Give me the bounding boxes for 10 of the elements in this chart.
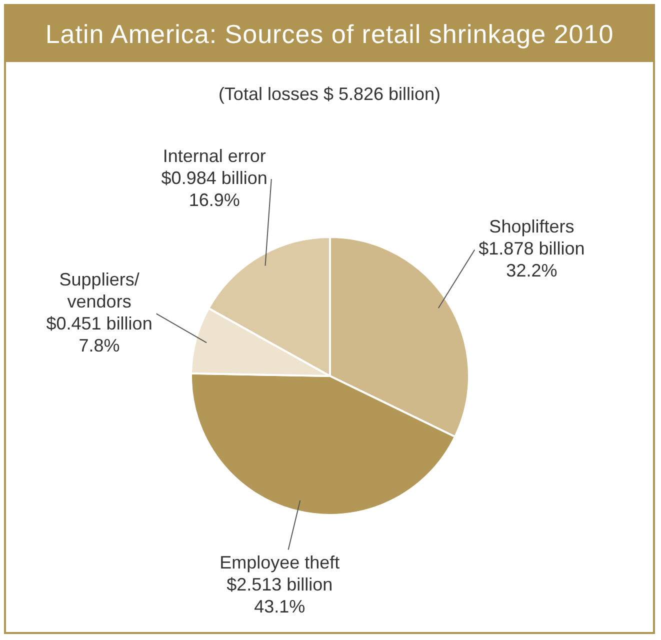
chart-title: Latin America: Sources of retail shrinkage 2010 — [6, 6, 653, 62]
slice-label: Employee theft $2.513 billion — [220, 552, 340, 595]
data-label: 7.8% — [78, 336, 120, 356]
slice-label: Internal error $0.984 billion — [161, 146, 268, 188]
data-label: 32.2% — [506, 260, 558, 281]
slice-label: Suppliers/ vendors $0.451 billion — [46, 270, 152, 334]
data-label: 43.1% — [254, 596, 306, 617]
slice-label: Shoplifters $1.878 billion — [478, 216, 585, 259]
data-label: 16.9% — [188, 190, 240, 210]
chart-subtitle: (Total losses $ 5.826 billion) — [217, 84, 442, 105]
